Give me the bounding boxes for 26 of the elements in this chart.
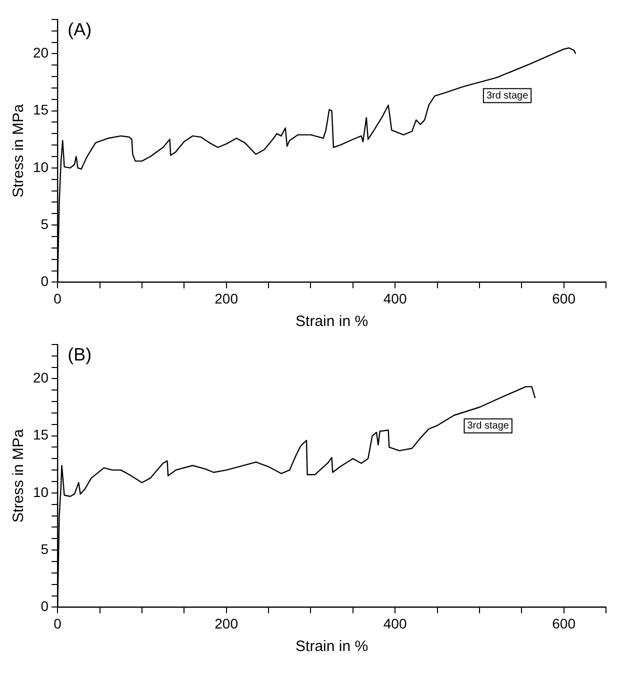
x-tick-label: 600	[552, 615, 576, 632]
x-tick-label: 0	[54, 290, 62, 306]
y-tick-label: 20	[32, 44, 49, 61]
y-axis-title: Stress in MPa	[10, 103, 28, 198]
y-tick-label: 0	[40, 273, 49, 290]
annotation: 3rd stage	[486, 90, 529, 102]
y-tick-label: 0	[40, 598, 49, 614]
y-tick-label: 15	[32, 426, 49, 443]
y-tick-label: 10	[32, 484, 49, 500]
chart-title: (B)	[68, 344, 92, 364]
x-axis-title: Strain in %	[296, 313, 368, 330]
y-tick-label: 5	[40, 216, 49, 232]
y-axis-title: Stress in MPa	[10, 428, 28, 522]
x-tick-label: 400	[383, 290, 407, 306]
annotation: 3rd stage	[467, 420, 510, 432]
y-tick-label: 15	[32, 102, 49, 118]
x-axis-title: Strain in %	[296, 638, 368, 656]
y-tick-label: 20	[32, 370, 49, 386]
y-tick-label: 10	[32, 158, 49, 175]
x-tick-label: 200	[214, 290, 238, 306]
x-tick-label: 0	[54, 615, 62, 632]
y-tick-label: 5	[40, 540, 49, 557]
x-tick-label: 200	[214, 615, 238, 632]
x-tick-label: 400	[383, 615, 407, 632]
x-tick-label: 600	[552, 290, 576, 306]
chart-title: (A)	[68, 19, 92, 40]
